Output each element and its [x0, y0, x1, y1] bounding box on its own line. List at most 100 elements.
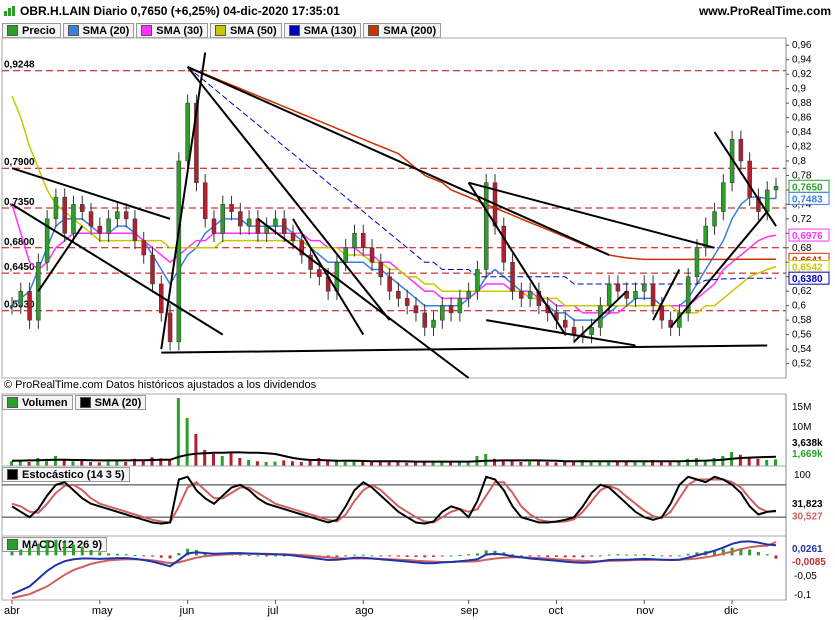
- price-tick-label: 0,68: [792, 243, 812, 254]
- macd-histogram-bar: [159, 555, 163, 558]
- candle-body: [466, 290, 471, 299]
- volume-tick-label: 15M: [792, 402, 811, 413]
- volume-bar: [677, 462, 681, 466]
- volume-bar: [510, 461, 514, 466]
- macd-tick-label: -0,05: [794, 571, 817, 582]
- legend-sma-20[interactable]: SMA (20): [62, 23, 135, 38]
- trendline: [467, 182, 567, 336]
- legend-swatch: [141, 25, 153, 36]
- macd-histogram-bar: [651, 555, 655, 557]
- legend-swatch: [67, 25, 79, 36]
- x-tick-label: ago: [355, 605, 373, 617]
- x-tick-label: jul: [266, 605, 278, 617]
- price-tick-label: 0,56: [792, 330, 812, 341]
- macd-histogram-bar: [598, 555, 602, 557]
- price-tick-label: 0,64: [792, 272, 812, 283]
- last-value-tag: [788, 252, 830, 266]
- legend-label: Precio: [22, 24, 56, 37]
- legend-price[interactable]: Precio: [2, 23, 61, 38]
- candle-body: [202, 182, 208, 220]
- candle-body: [501, 225, 507, 263]
- macd-pane-frame: [1, 535, 787, 601]
- candle-body: [642, 283, 647, 292]
- volume-bar: [431, 462, 435, 466]
- volume-bar: [730, 452, 734, 466]
- trendline: [187, 66, 610, 256]
- x-tick-label: nov: [636, 605, 654, 617]
- legend-sma-130[interactable]: SMA (130): [283, 23, 362, 38]
- horizontal-level-label: 0,6800: [4, 237, 35, 248]
- volume-bar: [10, 461, 13, 466]
- macd-histogram-bar: [432, 555, 436, 557]
- candle-body: [132, 218, 138, 241]
- price-tick-label: 0,54: [792, 344, 812, 355]
- candle-body: [361, 233, 366, 249]
- candle-body: [352, 233, 357, 249]
- macd-histogram-bar: [317, 555, 321, 558]
- macd-histogram-bar: [642, 554, 646, 556]
- horizontal-level-label: 0,7350: [4, 197, 35, 208]
- legend-swatch: [214, 25, 226, 36]
- legend-swatch: [7, 539, 18, 550]
- macd-histogram-bar: [528, 555, 532, 557]
- volume-bar: [694, 458, 698, 466]
- volume-bar: [370, 462, 374, 466]
- macd-histogram-bar: [352, 554, 356, 556]
- legend-stochastic[interactable]: Estocástico (14 3 5): [2, 467, 130, 482]
- volume-bar: [18, 460, 22, 466]
- candle-body: [527, 290, 533, 299]
- macd-histogram-bar: [660, 555, 664, 557]
- candle-body: [238, 211, 243, 227]
- sma-line: [11, 95, 777, 314]
- candle-body: [97, 225, 103, 234]
- volume-bar: [572, 460, 576, 466]
- candle-body: [123, 211, 129, 220]
- legend-volume-sma[interactable]: SMA (20): [74, 395, 147, 410]
- volume-bar: [211, 454, 215, 466]
- last-value-tag: [788, 271, 830, 285]
- x-tick-label: abr: [4, 605, 20, 617]
- legend-volume[interactable]: Volumen: [2, 395, 73, 410]
- volume-bar: [422, 461, 426, 466]
- macd-histogram-bar: [291, 555, 295, 557]
- macd-signal-line: [11, 541, 777, 600]
- volume-bar: [615, 462, 619, 466]
- volume-bar: [413, 462, 417, 466]
- candle-body: [185, 102, 190, 162]
- last-value-label: 0,6641: [792, 255, 823, 266]
- macd-histogram-bar: [151, 555, 155, 557]
- candle-body: [80, 204, 85, 212]
- volume-bar: [97, 462, 101, 466]
- legend-sma-50[interactable]: SMA (50): [209, 23, 282, 38]
- candle-body: [167, 312, 173, 343]
- macd-histogram-bar: [300, 555, 304, 557]
- candle-body: [141, 240, 146, 256]
- legend-sma-200[interactable]: SMA (200): [363, 23, 442, 38]
- site-link[interactable]: www.ProRealTime.com: [698, 4, 831, 18]
- candle-body: [773, 186, 779, 191]
- volume-bar: [387, 460, 391, 466]
- volume-legend: Volumen SMA (20): [2, 395, 147, 410]
- legend-sma-30[interactable]: SMA (30): [136, 23, 208, 38]
- trendline: [160, 52, 207, 350]
- price-tick-label: 0,62: [792, 286, 812, 297]
- sma-line: [11, 204, 777, 314]
- last-value-label: 0,7650: [792, 182, 823, 193]
- price-tick-label: 0,76: [792, 185, 812, 196]
- candle-body: [53, 196, 59, 220]
- legend-swatch: [368, 25, 380, 36]
- candle-body: [589, 327, 594, 335]
- candle-body: [281, 218, 287, 234]
- macd-histogram-bar: [440, 555, 444, 557]
- volume-bar: [176, 398, 180, 466]
- stoch-legend: Estocástico (14 3 5): [2, 467, 130, 482]
- legend-macd[interactable]: MACD (12 26 9): [2, 537, 108, 552]
- volume-bar: [651, 460, 655, 466]
- legend-label: Estocástico (14 3 5): [22, 468, 125, 481]
- macd-histogram-bar: [633, 554, 637, 556]
- stochastic-tick-label: 100: [794, 470, 811, 481]
- macd-histogram-bar: [616, 554, 620, 556]
- last-value-label: 0,6380: [792, 274, 823, 285]
- volume-bar: [405, 462, 409, 466]
